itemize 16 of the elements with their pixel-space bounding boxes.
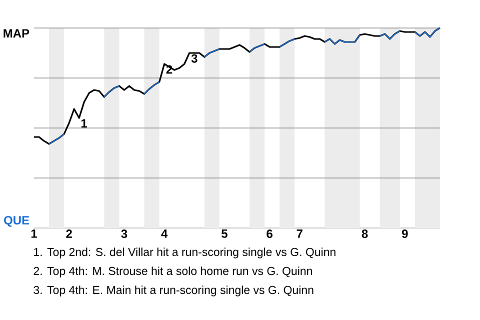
text: MAP [4, 29, 30, 38]
text: 3. Top 4th: E. Main hit a run-scoring single vs G. Quinn [34, 286, 314, 296]
x-tick-label: 7 [296, 230, 302, 238]
x-tick-label: 1 [31, 230, 38, 238]
text: QUE [4, 216, 30, 227]
text: 2. Top 4th: M. Strouse hit a solo home run vs G. Quinn [34, 266, 312, 278]
text: 1. Top 2nd: S. del Villar hit a run-scoring single vs G. Quinn [34, 248, 336, 258]
x-tick-label: 2 [66, 230, 72, 238]
x-tick-label: 6 [266, 230, 272, 238]
x-tick-label: 4 [161, 230, 168, 238]
annotation: 1 [81, 119, 88, 128]
x-tick-label: 9 [402, 230, 408, 238]
x-tick-label: 3 [121, 230, 128, 238]
x-tick-label: 8 [362, 230, 368, 238]
x-tick-label: 5 [222, 230, 228, 238]
annotation: 3 [191, 54, 198, 63]
